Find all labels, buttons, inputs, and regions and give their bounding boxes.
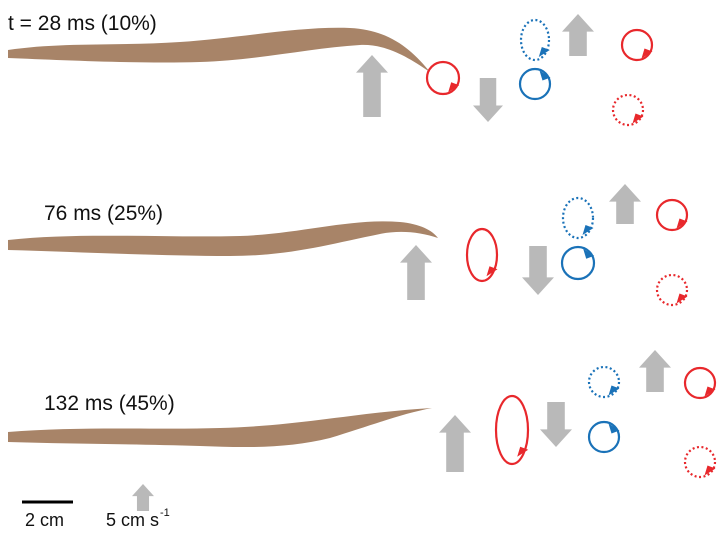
eel xyxy=(8,221,438,256)
vortex xyxy=(589,422,619,452)
vortex xyxy=(589,367,619,397)
panel-label: 132 ms (45%) xyxy=(44,392,175,415)
vortex xyxy=(563,198,593,238)
velocity-arrow xyxy=(540,402,572,447)
vortex xyxy=(622,30,652,60)
panel-label: t = 28 ms (10%) xyxy=(8,12,157,35)
velocity-arrow xyxy=(639,350,671,392)
velocity-arrow xyxy=(562,14,594,56)
velocity-arrow xyxy=(439,415,471,472)
velocity-arrow xyxy=(473,78,503,122)
velocity-arrow xyxy=(522,246,554,295)
vortex xyxy=(520,69,550,99)
velocity-arrow xyxy=(356,55,388,117)
velocity-arrow xyxy=(609,184,641,224)
vortex xyxy=(613,95,643,125)
velocity-arrow xyxy=(400,245,432,300)
vortex xyxy=(427,62,459,94)
vortex xyxy=(496,396,528,464)
vortex xyxy=(562,247,594,279)
velocity-arrow xyxy=(132,484,154,511)
vortex xyxy=(521,20,549,60)
vortex xyxy=(467,229,497,281)
vortex xyxy=(657,200,687,230)
vortex-arrowhead xyxy=(583,225,594,235)
vortex xyxy=(685,368,715,398)
scale-velocity: 5 cm s xyxy=(106,510,159,530)
vortex-arrowhead xyxy=(539,47,550,57)
scale-length: 2 cm xyxy=(25,510,64,530)
vortex xyxy=(657,275,687,305)
vortex xyxy=(685,447,715,477)
scale-velocity-exponent: -1 xyxy=(160,507,170,519)
panel-label: 76 ms (25%) xyxy=(44,202,163,225)
figure: t = 28 ms (10%) 76 ms (25%) 132 ms (45%)… xyxy=(0,0,718,533)
